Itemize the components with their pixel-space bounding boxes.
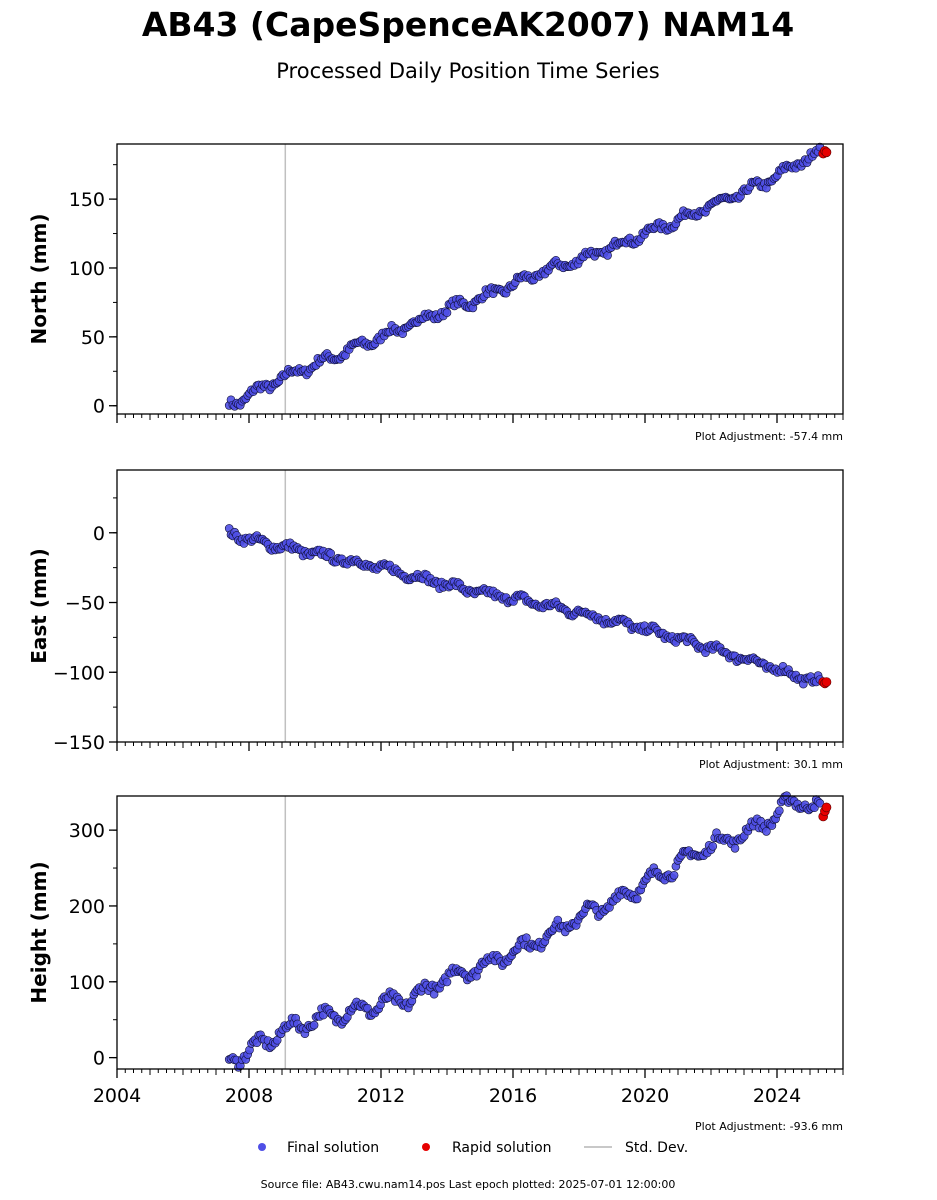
y-tick-label: 200: [69, 896, 105, 918]
y-tick-label: −100: [53, 662, 105, 684]
rapid-solution-point: [821, 677, 832, 687]
final-solution-point: [708, 841, 718, 851]
x-tick-label: 2024: [753, 1085, 801, 1107]
panel-east: 0 −50 −100 −150 East (mm) Plot Adjustment: 30…: [27, 469, 844, 771]
final-solution-point: [632, 894, 642, 904]
y-axis-label: East (mm): [27, 548, 51, 664]
y-axis-label: North (mm): [27, 213, 51, 344]
final-solution-point: [522, 933, 531, 943]
y-tick-label: −150: [53, 732, 105, 754]
figure-subtitle: Processed Daily Position Time Series: [276, 59, 660, 83]
legend-final-label: Final solution: [287, 1140, 379, 1156]
x-tick-label: 2008: [225, 1085, 273, 1107]
plot-adjustment-text: Plot Adjustment: 30.1 mm: [699, 758, 843, 771]
plot-adjustment-text: Plot Adjustment: -93.6 mm: [695, 1120, 843, 1133]
y-tick-label: 0: [93, 396, 105, 418]
plot-adjustment-text: Plot Adjustment: -57.4 mm: [695, 430, 843, 443]
y-tick-label: 150: [69, 189, 105, 211]
y-tick-label: −50: [65, 593, 105, 615]
y-tick-label: 0: [93, 523, 105, 545]
footer-source-text: Source file: AB43.cwu.nam14.pos Last epo…: [261, 1178, 676, 1191]
y-tick-label: 100: [69, 972, 105, 994]
final-solution-point: [442, 977, 452, 987]
final-solution-point: [442, 308, 452, 318]
final-solution-points: [224, 524, 825, 689]
legend-final-marker: [258, 1143, 266, 1151]
rapid-solution-point: [821, 147, 832, 158]
final-solution-point: [762, 827, 771, 836]
legend-rapid-label: Rapid solution: [452, 1140, 552, 1156]
rapid-solution-point: [821, 802, 832, 813]
y-tick-label: 300: [69, 820, 105, 842]
y-tick-label: 100: [69, 258, 105, 280]
y-axis-label: Height (mm): [27, 861, 51, 1003]
final-solution-point: [815, 798, 825, 808]
final-solution-point: [774, 806, 784, 816]
plot-frame: [116, 469, 844, 743]
x-tick-label: 2016: [489, 1085, 537, 1107]
y-tick-label: 0: [93, 1048, 105, 1070]
final-solution-point: [730, 843, 740, 853]
final-solution-points: [224, 791, 825, 1072]
y-tick-label: 50: [81, 327, 105, 349]
final-solution-point: [326, 549, 336, 558]
final-solution-point: [669, 870, 679, 880]
panel-height: 0 100 200 300 2004 2008 2012 2016 2020 2024 Height…: [27, 791, 844, 1133]
legend-rapid-marker: [422, 1143, 430, 1151]
x-tick-label: 2020: [621, 1085, 669, 1107]
panel-north: 0 50 100 150 North (mm) Plot Adjustment: -57.…: [27, 142, 844, 443]
final-solution-points: [224, 142, 825, 411]
final-solution-point: [309, 1020, 319, 1030]
x-tick-label: 2012: [357, 1085, 405, 1107]
legend: Final solution Rapid solution Std. Dev.: [258, 1140, 688, 1156]
plot-frame: [116, 143, 844, 415]
x-tick-label: 2004: [93, 1085, 141, 1107]
legend-std-label: Std. Dev.: [625, 1140, 688, 1156]
figure-title: AB43 (CapeSpenceAK2007) NAM14: [142, 5, 794, 44]
panels: 0 50 100 150 North (mm) Plot Adjustment: -57.…: [27, 142, 844, 1133]
